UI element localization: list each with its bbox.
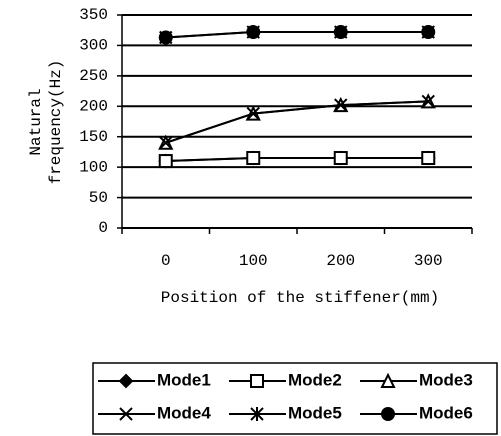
series-line (165, 31, 429, 39)
marker (158, 154, 173, 169)
marker (246, 106, 260, 121)
legend-marker (250, 407, 264, 421)
legend-label: Mode5 (288, 403, 342, 422)
series-line (165, 157, 429, 163)
y-tick-label: 200 (79, 98, 108, 116)
legend: Mode1 Mode2 Mode3 Mode4 Mode5 Mode6 (98, 370, 473, 422)
y-tick-label: 250 (79, 67, 108, 85)
y-tick-label: 0 (98, 219, 108, 237)
x-axis-label: Position of the stiffener(mm) (161, 289, 439, 307)
y-tick-label: 100 (79, 158, 108, 176)
x-tick-label: 300 (414, 252, 443, 270)
x-tick-label: 100 (239, 252, 268, 270)
y-tick-label: 50 (89, 189, 108, 207)
series-line (165, 100, 429, 144)
legend-marker (250, 374, 264, 388)
marker (246, 25, 261, 40)
legend-label: Mode1 (157, 370, 211, 389)
marker (159, 136, 173, 150)
legend-marker (380, 372, 396, 388)
y-axis-label-line: frequency(Hz) (47, 60, 65, 185)
y-tick-label: 350 (79, 6, 108, 24)
legend-marker (381, 407, 395, 421)
marker (158, 30, 173, 45)
marker (421, 151, 436, 166)
y-tick-label: 300 (79, 37, 108, 55)
marker (334, 98, 348, 112)
y-axis-label: Natural frequency(Hz) (27, 60, 65, 185)
legend-label: Mode4 (157, 403, 211, 422)
legend-label: Mode2 (288, 370, 342, 389)
y-tick-label: 150 (79, 128, 108, 146)
marker (421, 25, 436, 40)
legend-label: Mode6 (419, 403, 473, 422)
legend-marker (119, 407, 133, 421)
y-axis-label-line: Natural (27, 88, 45, 155)
marker (246, 151, 261, 166)
legend-label: Mode3 (419, 370, 473, 389)
marker (333, 25, 348, 40)
legend-box (92, 362, 498, 435)
x-tick-label: 0 (161, 252, 171, 270)
marker (421, 94, 435, 109)
x-tick-label: 200 (326, 252, 355, 270)
legend-marker (118, 373, 134, 389)
marker (333, 151, 348, 166)
